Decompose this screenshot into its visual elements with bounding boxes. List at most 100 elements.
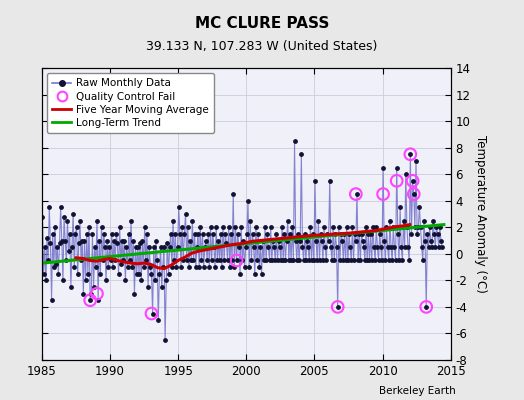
- Point: [370, 244, 378, 250]
- Point: [194, 231, 202, 237]
- Point: [146, 264, 155, 270]
- Point: [364, 231, 373, 237]
- Point: [272, 231, 280, 237]
- Point: [255, 264, 264, 270]
- Point: [289, 257, 298, 264]
- Point: [316, 231, 325, 237]
- Point: [435, 224, 444, 230]
- Point: [171, 231, 180, 237]
- Point: [391, 257, 400, 264]
- Point: [406, 151, 414, 158]
- Point: [398, 257, 407, 264]
- Point: [110, 237, 118, 244]
- Point: [337, 231, 345, 237]
- Point: [221, 231, 230, 237]
- Point: [373, 244, 381, 250]
- Point: [320, 224, 328, 230]
- Point: [237, 224, 245, 230]
- Point: [124, 264, 132, 270]
- Point: [158, 284, 166, 290]
- Point: [155, 270, 163, 277]
- Point: [260, 257, 268, 264]
- Point: [387, 244, 395, 250]
- Point: [80, 237, 89, 244]
- Point: [243, 231, 251, 237]
- Point: [325, 178, 334, 184]
- Point: [234, 231, 242, 237]
- Point: [423, 231, 432, 237]
- Point: [161, 337, 169, 343]
- Point: [214, 237, 223, 244]
- Point: [304, 244, 312, 250]
- Point: [286, 231, 294, 237]
- Point: [329, 224, 337, 230]
- Point: [143, 231, 151, 237]
- Point: [438, 244, 446, 250]
- Point: [380, 237, 388, 244]
- Point: [357, 231, 366, 237]
- Point: [336, 257, 344, 264]
- Point: [100, 231, 108, 237]
- Point: [104, 264, 113, 270]
- Point: [69, 211, 78, 217]
- Point: [362, 224, 370, 230]
- Point: [92, 264, 100, 270]
- Point: [365, 257, 374, 264]
- Point: [219, 224, 227, 230]
- Point: [87, 290, 95, 297]
- Point: [56, 240, 64, 246]
- Point: [418, 244, 426, 250]
- Point: [167, 231, 175, 237]
- Point: [103, 237, 112, 244]
- Point: [223, 257, 232, 264]
- Point: [220, 257, 228, 264]
- Point: [421, 237, 429, 244]
- Point: [192, 264, 200, 270]
- Point: [331, 231, 340, 237]
- Point: [401, 171, 410, 177]
- Point: [371, 257, 379, 264]
- Point: [361, 257, 369, 264]
- Point: [125, 231, 133, 237]
- Point: [321, 244, 330, 250]
- Point: [193, 244, 201, 250]
- Point: [149, 244, 158, 250]
- Point: [394, 231, 402, 237]
- Point: [113, 240, 122, 246]
- Point: [203, 257, 211, 264]
- Point: [271, 257, 279, 264]
- Point: [216, 231, 225, 237]
- Point: [217, 264, 226, 270]
- Point: [137, 277, 146, 284]
- Point: [434, 244, 443, 250]
- Point: [231, 224, 239, 230]
- Point: [195, 264, 203, 270]
- Point: [247, 257, 256, 264]
- Point: [358, 237, 367, 244]
- Point: [57, 204, 65, 210]
- Point: [315, 257, 324, 264]
- Point: [83, 231, 91, 237]
- Point: [208, 257, 216, 264]
- Point: [326, 244, 335, 250]
- Point: [229, 191, 237, 197]
- Point: [81, 277, 90, 284]
- Point: [185, 264, 193, 270]
- Point: [212, 224, 221, 230]
- Point: [211, 264, 219, 270]
- Point: [254, 231, 263, 237]
- Point: [355, 231, 364, 237]
- Point: [163, 240, 171, 246]
- Point: [372, 224, 380, 230]
- Point: [160, 244, 168, 250]
- Point: [432, 224, 441, 230]
- Point: [275, 237, 283, 244]
- Point: [59, 277, 67, 284]
- Point: [95, 237, 103, 244]
- Point: [410, 191, 418, 197]
- Point: [169, 218, 177, 224]
- Point: [292, 257, 301, 264]
- Point: [422, 304, 430, 310]
- Point: [268, 257, 276, 264]
- Point: [132, 244, 140, 250]
